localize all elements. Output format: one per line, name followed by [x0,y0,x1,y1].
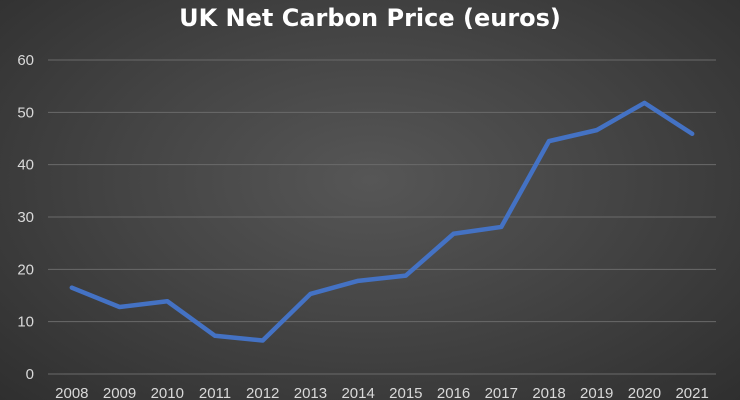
y-tick-label: 40 [17,157,34,174]
y-tick-label: 30 [17,209,34,226]
x-tick-label: 2013 [294,385,327,400]
x-tick-label: 2009 [103,385,136,400]
y-tick-label: 0 [26,366,34,383]
gridlines [48,59,716,375]
x-tick-label: 2010 [151,385,184,400]
data-point-2020 [642,100,647,105]
data-point-2021 [690,131,695,136]
data-point-2014 [356,278,361,283]
series-line-0 [69,100,695,343]
data-point-2019 [594,128,599,133]
x-tick-label: 2018 [532,385,565,400]
x-tick-label: 2016 [437,385,470,400]
data-point-2016 [451,231,456,236]
x-tick-label: 2021 [675,385,708,400]
y-tick-label: 60 [17,52,34,69]
chart-title: UK Net Carbon Price (euros) [179,4,561,32]
x-tick-label: 2012 [246,385,279,400]
data-point-2017 [499,224,504,229]
series [69,100,695,343]
x-tick-label: 2017 [485,385,518,400]
data-point-2013 [308,291,313,296]
data-point-2018 [547,139,551,144]
data-point-2015 [403,273,408,278]
data-point-2010 [165,299,170,304]
x-tick-label: 2011 [199,385,231,400]
y-tick-label: 10 [17,314,34,331]
data-point-2008 [69,285,74,290]
x-tick-label: 2008 [55,385,88,400]
x-tick-label: 2015 [389,385,422,400]
y-tick-label: 20 [17,261,34,278]
x-tick-label: 2019 [580,385,613,400]
data-point-2009 [117,305,122,310]
x-tick-label: 2014 [341,385,374,400]
x-axis: 2008 2009 2010 2011 2012 2013 2014 2015 2016 2017… [55,385,709,400]
x-tick-label: 2020 [628,385,661,400]
data-point-2011 [213,333,217,338]
data-point-2012 [260,338,265,343]
y-axis: 0 10 20 30 40 50 60 [17,52,34,383]
y-tick-label: 50 [17,104,34,121]
